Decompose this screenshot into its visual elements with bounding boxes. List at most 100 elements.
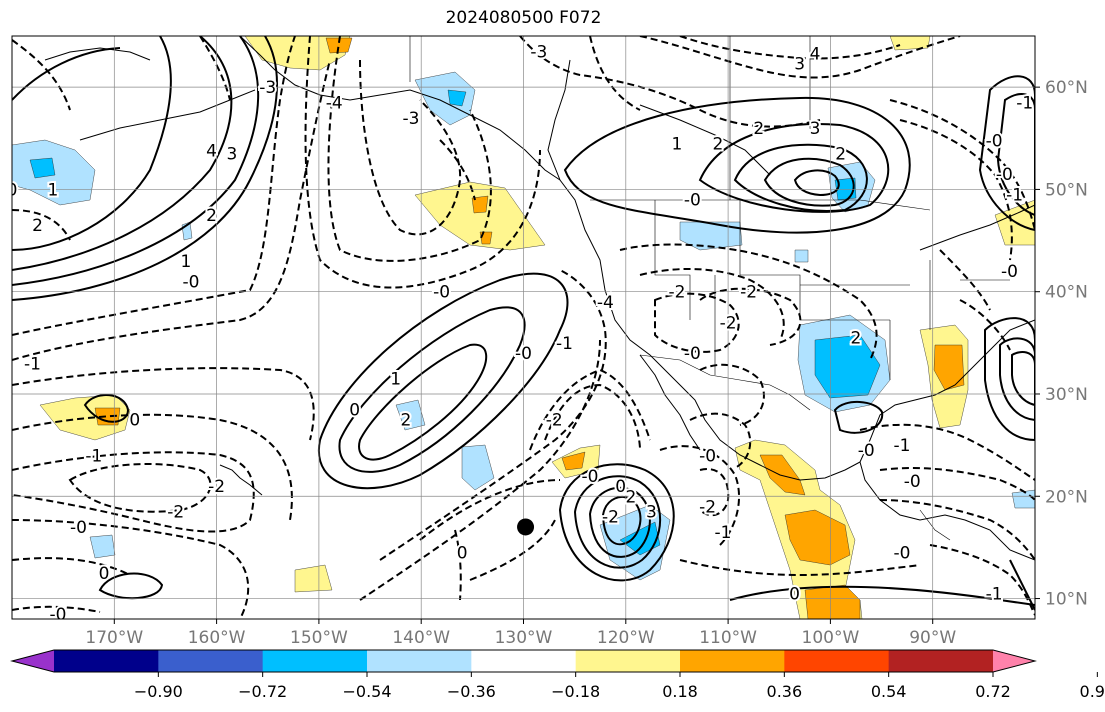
lat-tick-label: 30°N — [1045, 385, 1088, 405]
contour-label: 1 — [180, 252, 191, 272]
colorbar-tick-label: −0.90 — [134, 682, 183, 701]
contour-label: -0 — [1001, 262, 1018, 282]
contour-label: -0 — [50, 605, 67, 625]
colorbar-segment — [367, 650, 472, 672]
contour-label: -0 — [986, 131, 1003, 151]
lon-tick-label: 160°W — [188, 628, 246, 648]
contour-label: 2 — [626, 487, 637, 507]
colorbar-tick-label: −0.54 — [342, 682, 391, 701]
contour-label: -2 — [546, 411, 563, 431]
contour-label: -1 — [986, 584, 1003, 604]
contour-label: -1 — [85, 446, 102, 466]
colorbar-tick-label: 0.18 — [662, 682, 698, 701]
coastlines — [44, 36, 1035, 561]
lon-tick-label: 110°W — [699, 628, 757, 648]
contour-label: -1 — [24, 354, 41, 374]
lon-tick-label: 140°W — [392, 628, 450, 648]
contour-label: 0 — [349, 400, 360, 420]
contour-label: 0 — [99, 564, 110, 584]
contour-label: -1 — [715, 523, 732, 543]
contour-label: 4 — [206, 142, 217, 162]
colorbar-tick-label: −0.72 — [238, 682, 287, 701]
negative-contours — [12, 36, 1035, 619]
contour-label: -2 — [602, 508, 619, 528]
contour-label: -2 — [740, 283, 757, 303]
contour-label: -0 — [70, 518, 87, 538]
contour-label: 4 — [810, 44, 821, 64]
contour-label: 1 — [390, 370, 401, 390]
colorbar-segment — [54, 650, 159, 672]
contour-label: -0 — [904, 472, 921, 492]
lat-tick-label: 10°N — [1045, 590, 1088, 610]
contour-label: -2 — [668, 283, 685, 303]
contour-label: 0 — [129, 411, 140, 431]
contour-label: -2 — [720, 313, 737, 333]
colorbar-tick-label: 0.54 — [871, 682, 907, 701]
lat-tick-label: 50°N — [1045, 180, 1088, 200]
colorbar-over-arrow — [993, 650, 1035, 672]
contour-label: -0 — [433, 283, 450, 303]
lon-tick-label: 100°W — [802, 628, 860, 648]
contour-label: 2 — [851, 329, 862, 349]
contour-label: -0 — [684, 191, 701, 211]
lon-tick-label: 90°W — [909, 628, 956, 648]
colorbar-segment — [784, 650, 890, 672]
colorbar-tick-label: 0.90 — [1080, 682, 1105, 701]
contour-label: 2 — [835, 145, 846, 165]
negative-anomaly-shading — [12, 71, 1035, 581]
lon-tick-label: 150°W — [290, 628, 348, 648]
colorbar-segment — [262, 650, 368, 672]
contour-label: -0 — [699, 446, 716, 466]
lat-tick-label: 20°N — [1045, 487, 1088, 507]
contour-label: -1 — [1006, 186, 1023, 206]
lon-tick-label: 130°W — [495, 628, 553, 648]
contour-label: -0 — [515, 344, 532, 364]
colorbar-tick-label: −0.36 — [447, 682, 496, 701]
contour-label: -0 — [183, 272, 200, 292]
longitude-axis: 170°W 160°W 150°W 140°W 130°W 120°W 110°W 100°W… — [85, 619, 956, 648]
contour-label: 2 — [712, 134, 723, 154]
contour-label: 0 — [615, 477, 626, 497]
contour-label: 2 — [206, 206, 217, 226]
storm-center-marker — [517, 518, 535, 536]
contour-label: 2 — [400, 411, 411, 431]
lat-tick-label: 60°N — [1045, 78, 1088, 98]
contour-label: -3 — [259, 78, 276, 98]
contour-label: 3 — [227, 145, 238, 165]
lon-tick-label: 170°W — [85, 628, 143, 648]
contour-label: -2 — [208, 477, 225, 497]
contour-label: -1 — [894, 436, 911, 456]
contour-label: 1 — [672, 134, 683, 154]
contour-label: -0 — [582, 467, 599, 487]
contour-label: 1 — [48, 180, 59, 200]
contour-label: -0 — [996, 165, 1013, 185]
colorbar-segment — [471, 650, 577, 672]
graticule — [12, 36, 1035, 619]
contour-label: -1 — [556, 334, 573, 354]
contour-label: 2 — [753, 119, 764, 139]
contour-label: -2 — [167, 503, 184, 523]
latitude-axis: 60°N 50°N 40°N 30°N 20°N 10°N — [1035, 78, 1088, 610]
colorbar-outline — [10, 649, 1037, 673]
contour-label: -4 — [326, 93, 343, 113]
contour-label: -2 — [699, 497, 716, 517]
contour-label: 3 — [794, 55, 805, 75]
colorbar-segment — [158, 650, 264, 672]
contour-label: 0 — [7, 180, 18, 200]
contour-label: -4 — [597, 293, 614, 313]
contour-label: 3 — [646, 503, 657, 523]
contour-label: 3 — [810, 119, 821, 139]
contour-label: 0 — [457, 544, 468, 564]
contour-label: -1 — [1016, 93, 1033, 113]
lat-tick-label: 40°N — [1045, 283, 1088, 303]
colorbar-under-arrow — [12, 650, 54, 672]
colorbar-segment — [680, 650, 785, 672]
contour-label: 2 — [32, 216, 43, 236]
contour-label: -0 — [858, 441, 875, 461]
contour-label: -3 — [402, 109, 419, 129]
colorbar-tick-label: −0.18 — [551, 682, 600, 701]
contour-label: -0 — [894, 544, 911, 564]
lon-tick-label: 120°W — [597, 628, 655, 648]
